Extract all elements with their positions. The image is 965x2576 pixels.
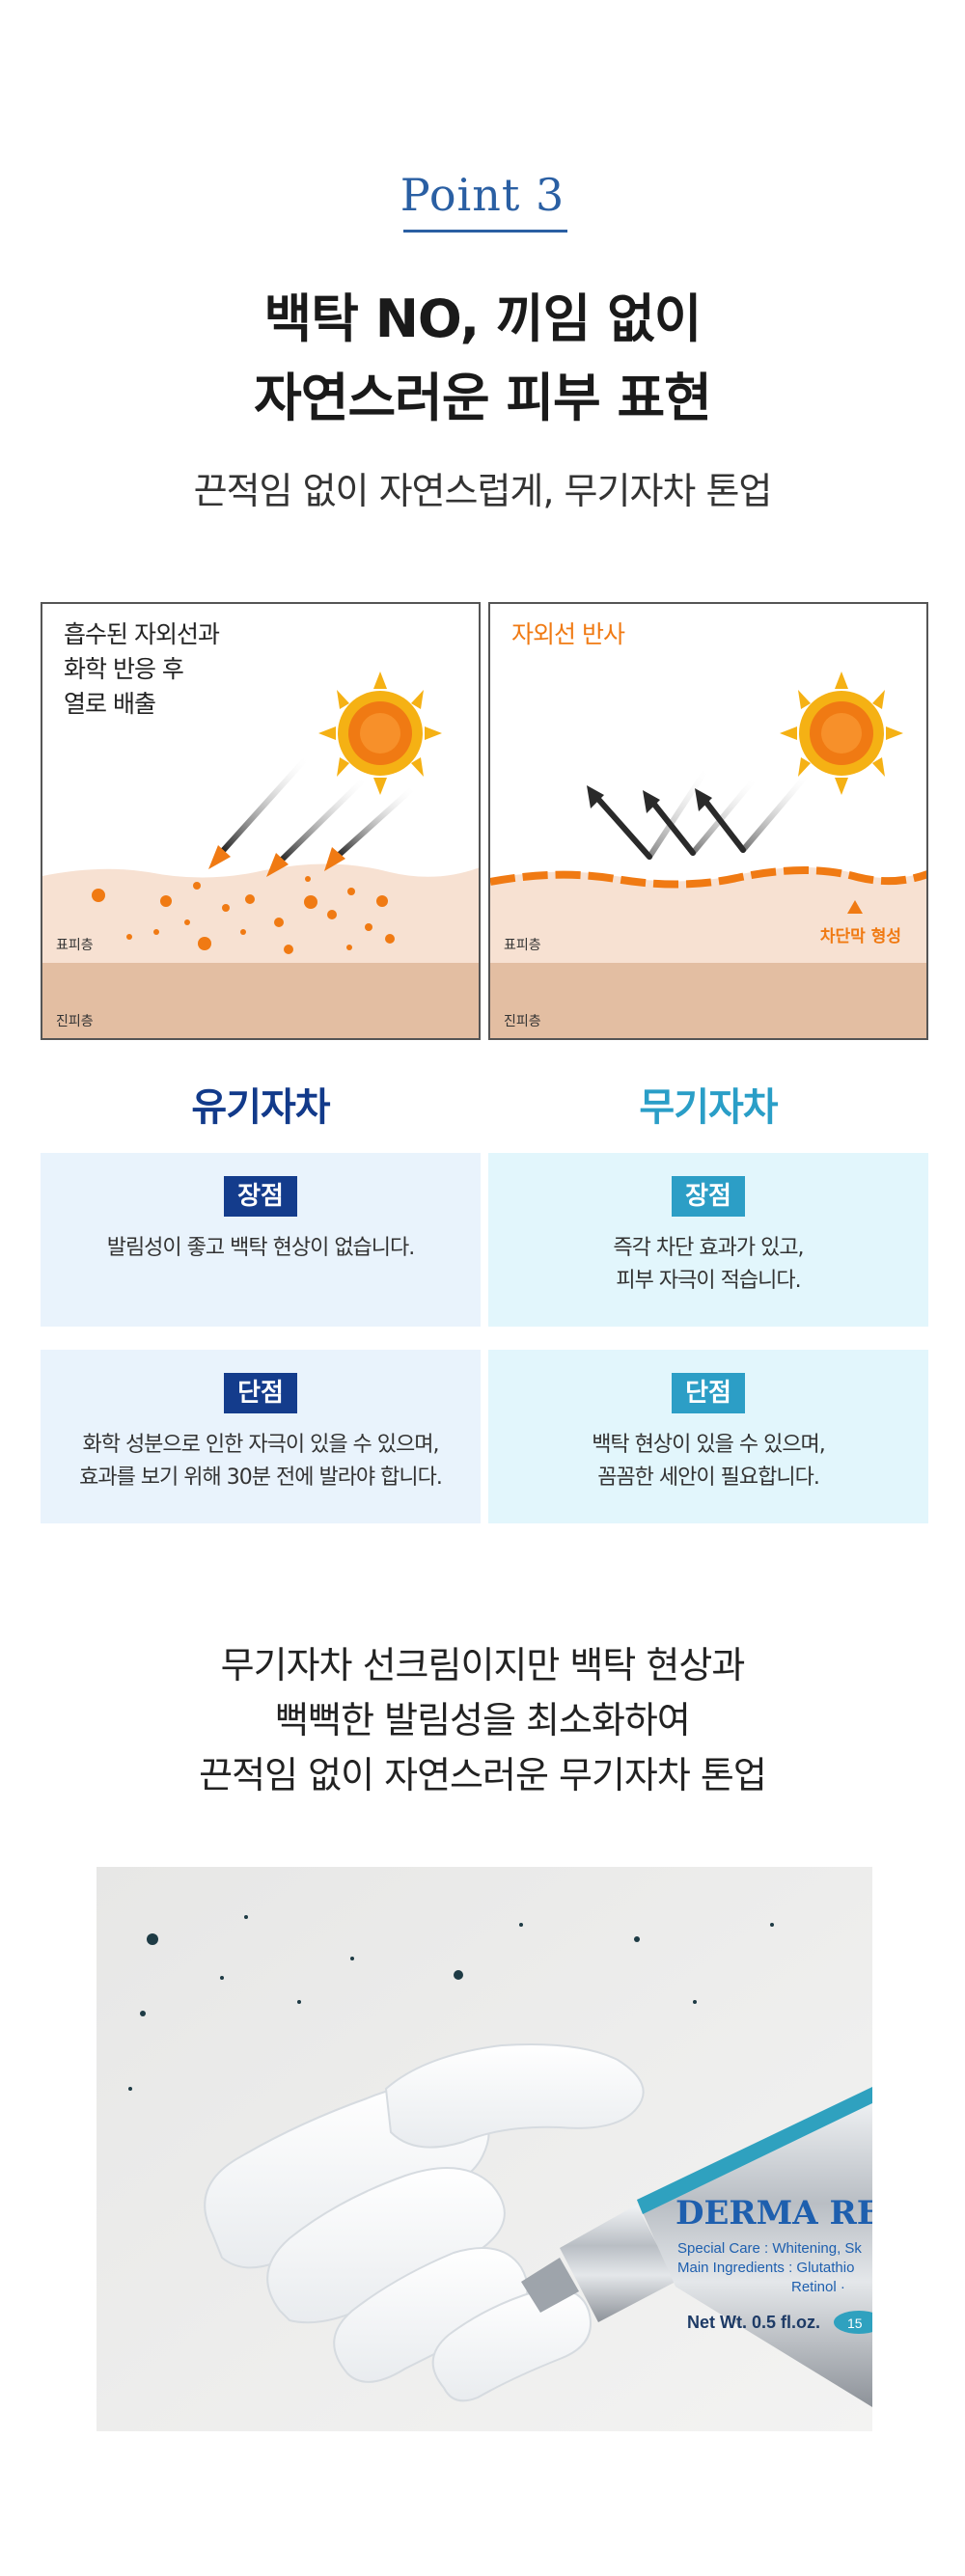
organic-cons-card: 단점 화학 성분으로 인한 자극이 있을 수 있으며, 효과를 보기 위해 30…	[41, 1350, 481, 1523]
reflection-arrowheads	[587, 785, 712, 813]
organic-diagram-illustration	[42, 671, 479, 1038]
dermis-label: 진피층	[504, 1014, 541, 1029]
uv-barrier	[490, 866, 926, 889]
inorganic-title: 무기자차	[639, 1085, 778, 1130]
dermis-label: 진피층	[56, 1014, 94, 1029]
inorganic-diagram: 자외선 반사 차단막 형성 표피층 진피층	[488, 602, 928, 1040]
sun-icon	[318, 671, 442, 795]
reflected-rays	[593, 765, 812, 860]
cons-badge: 단점	[224, 1373, 297, 1413]
dermis-layer	[490, 963, 926, 1038]
dermis-layer	[42, 963, 479, 1038]
product-photo-illustration: DERMA RE Special Care : Whitening, Sk Ma…	[96, 1867, 872, 2431]
sun-icon	[780, 671, 903, 795]
tube-line-3: Retinol ·	[791, 2279, 845, 2295]
organic-title: 유기자차	[191, 1085, 330, 1130]
tube-badge	[834, 2311, 872, 2334]
inorganic-caption: 자외선 반사	[511, 620, 625, 648]
point-label: Point 3	[400, 169, 565, 221]
organic-cons-text: 화학 성분으로 인한 자극이 있을 수 있으며, 효과를 보기 위해 30분 전…	[79, 1433, 443, 1490]
headline-line-2: 자연스러운 피부 표현	[254, 368, 712, 428]
organic-pros-card: 장점 발림성이 좋고 백탁 현상이 없습니다.	[41, 1153, 481, 1327]
headline: 백탁 NO, 끼임 없이 자연스러운 피부 표현	[0, 280, 965, 438]
headline-line-1: 백탁 NO, 끼임 없이	[263, 288, 703, 349]
pros-badge: 장점	[224, 1176, 297, 1217]
cons-badge: 단점	[672, 1373, 745, 1413]
uv-arrowheads	[208, 845, 345, 877]
organic-diagram: 흡수된 자외선과 화학 반응 후 열로 배출 표피층 진피층	[41, 602, 481, 1040]
closing-text: 무기자차 선크림이지만 백탁 현상과 뻑뻑한 발림성을 최소화하여 끈적임 없이…	[199, 1644, 767, 1796]
inorganic-pros-text: 즉각 차단 효과가 있고, 피부 자극이 적습니다.	[613, 1236, 804, 1293]
heat-dots	[92, 876, 395, 954]
speckles	[128, 1915, 774, 2091]
tube-badge-text: 15	[847, 2316, 863, 2331]
tube-line-1: Special Care : Whitening, Sk	[677, 2240, 862, 2257]
subtitle: 끈적임 없이 자연스럽게, 무기자차 톤업	[193, 470, 773, 512]
tube-brand: DERMA RE	[676, 2194, 872, 2233]
inorganic-cons-card: 단점 백탁 현상이 있을 수 있으며, 꼼꼼한 세안이 필요합니다.	[488, 1350, 928, 1523]
inorganic-cons-text: 백탁 현상이 있을 수 있으며, 꼼꼼한 세안이 필요합니다.	[592, 1433, 826, 1490]
barrier-label: 차단막 형성	[819, 927, 901, 946]
uv-rays	[218, 754, 417, 865]
pros-badge: 장점	[672, 1176, 745, 1217]
inorganic-diagram-illustration	[490, 671, 926, 1038]
organic-caption: 흡수된 자외선과 화학 반응 후 열로 배출	[64, 620, 220, 718]
tube-line-2: Main Ingredients : Glutathio	[677, 2260, 854, 2276]
inorganic-pros-card: 장점 즉각 차단 효과가 있고, 피부 자극이 적습니다.	[488, 1153, 928, 1327]
point-underline	[403, 230, 567, 233]
epidermis-label: 표피층	[56, 938, 94, 953]
organic-pros-text: 발림성이 좋고 백탁 현상이 없습니다.	[106, 1236, 416, 1260]
cream-swatch	[204, 2043, 645, 2402]
epidermis-label: 표피층	[504, 938, 541, 953]
tube-icon	[521, 2087, 872, 2407]
product-photo: DERMA RE Special Care : Whitening, Sk Ma…	[96, 1867, 872, 2431]
tube-net-weight: Net Wt. 0.5 fl.oz.	[687, 2313, 820, 2332]
barrier-pointer-icon	[847, 900, 863, 914]
